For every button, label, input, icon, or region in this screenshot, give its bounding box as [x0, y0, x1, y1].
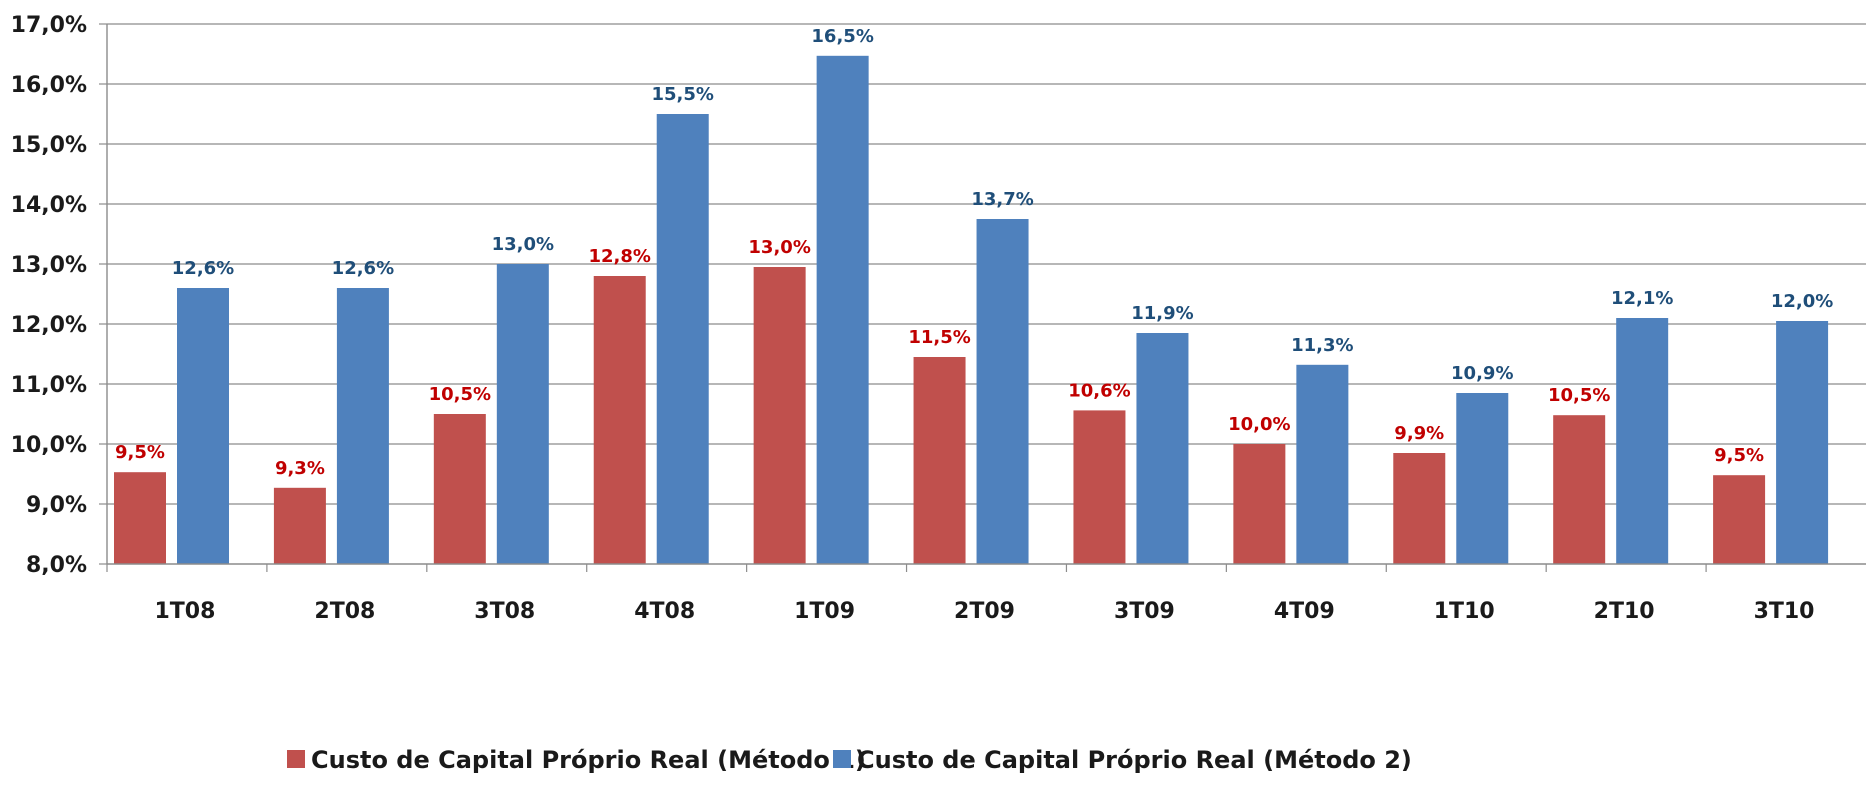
bars: [114, 55, 1829, 565]
y-tick-label: 9,0%: [26, 493, 87, 518]
bar-1-4T08: [593, 276, 646, 564]
bar-2-3T09: [1136, 333, 1189, 564]
legend: Custo de Capital Próprio Real (Método 1)…: [287, 746, 1412, 774]
bar-2-4T09: [1296, 364, 1349, 564]
data-label: 9,5%: [1714, 445, 1764, 466]
y-tick-label: 15,0%: [11, 133, 87, 158]
data-label: 10,5%: [429, 384, 491, 405]
x-tick-label: 2T10: [1594, 599, 1655, 624]
y-tick-label: 16,0%: [11, 73, 87, 98]
y-axis: 8,0% 9,0% 10,0% 11,0% 12,0% 13,0% 14,0% 15,0% 16…: [11, 13, 108, 578]
data-label: 11,5%: [908, 327, 970, 348]
x-tick-label: 3T09: [1114, 599, 1175, 624]
bar-1-2T09: [913, 357, 966, 564]
bar-1-3T08: [433, 414, 486, 564]
data-label: 11,3%: [1291, 335, 1353, 356]
data-label: 12,6%: [332, 258, 394, 279]
bar-2-3T10: [1776, 321, 1829, 564]
legend-label: Custo de Capital Próprio Real (Método 1): [311, 746, 866, 774]
legend-swatch: [833, 750, 851, 768]
x-tick-label: 2T08: [314, 599, 375, 624]
data-label: 9,9%: [1394, 423, 1444, 444]
data-label: 13,0%: [492, 234, 554, 255]
data-label: 10,0%: [1228, 414, 1290, 435]
bar-2-1T09: [816, 55, 869, 565]
bar-2-2T08: [336, 288, 389, 564]
data-labels: 9,5% 12,6% 9,3% 12,6% 10,5% 13,0% 12,8% 15,5% 13…: [115, 26, 1833, 479]
data-label: 13,0%: [748, 237, 810, 258]
data-label: 10,6%: [1068, 380, 1130, 401]
bar-2-3T08: [496, 264, 549, 564]
data-label: 16,5%: [811, 26, 873, 47]
bar-1-1T10: [1393, 453, 1446, 564]
bar-1-2T10: [1553, 415, 1606, 564]
legend-label: Custo de Capital Próprio Real (Método 2): [857, 746, 1412, 774]
bar-2-1T08: [177, 288, 229, 564]
data-label: 13,7%: [971, 189, 1033, 210]
data-label: 12,6%: [172, 258, 234, 279]
bar-1-1T08: [114, 472, 166, 564]
x-tick-label: 3T08: [474, 599, 535, 624]
y-tick-label: 8,0%: [26, 553, 87, 578]
bar-2-4T08: [656, 114, 709, 564]
bar-1-4T09: [1233, 444, 1286, 564]
y-tick-label: 17,0%: [11, 13, 87, 38]
x-tick-label: 4T09: [1274, 599, 1335, 624]
y-tick-label: 12,0%: [11, 313, 87, 338]
bar-1-2T08: [273, 487, 326, 564]
legend-swatch: [287, 750, 305, 768]
y-tick-label: 11,0%: [11, 373, 87, 398]
data-label: 12,0%: [1771, 291, 1833, 312]
data-label: 10,9%: [1451, 363, 1513, 384]
data-label: 12,8%: [589, 246, 651, 267]
y-tick-label: 10,0%: [11, 433, 87, 458]
x-tick-label: 3T10: [1754, 599, 1815, 624]
x-axis: 1T08 2T08 3T08 4T08 1T09 2T09 3T09 4T09 1T10 2T10…: [106, 563, 1866, 624]
x-tick-label: 4T08: [634, 599, 695, 624]
y-tick-label: 14,0%: [11, 193, 87, 218]
bar-2-2T10: [1616, 318, 1669, 564]
data-label: 10,5%: [1548, 385, 1610, 406]
y-tick-label: 13,0%: [11, 253, 87, 278]
x-tick-label: 1T09: [794, 599, 855, 624]
bar-1-3T10: [1713, 475, 1766, 564]
data-label: 12,1%: [1611, 288, 1673, 309]
bar-2-1T10: [1456, 393, 1509, 564]
bar-2-2T09: [976, 219, 1029, 564]
bar-1-1T09: [753, 267, 806, 564]
x-tick-label: 1T10: [1434, 599, 1495, 624]
x-tick-label: 2T09: [954, 599, 1015, 624]
data-label: 11,9%: [1131, 303, 1193, 324]
data-label: 9,3%: [275, 458, 325, 479]
bar-1-3T09: [1073, 410, 1126, 564]
data-label: 9,5%: [115, 442, 165, 463]
data-label: 15,5%: [652, 84, 714, 105]
x-tick-label: 1T08: [154, 599, 215, 624]
